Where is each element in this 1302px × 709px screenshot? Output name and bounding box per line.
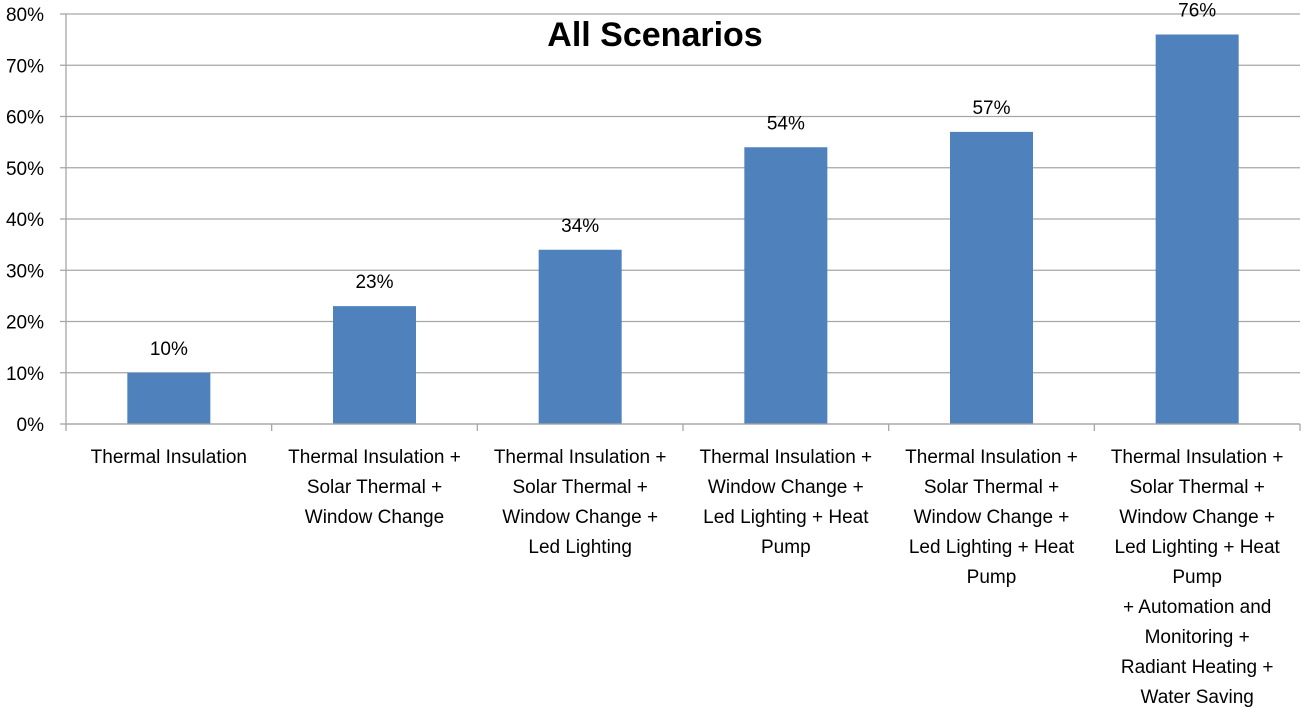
x-category-label: Thermal Insulation + Window Change + Led L… bbox=[699, 447, 872, 558]
data-label: 57% bbox=[972, 98, 1010, 119]
x-axis-category-labels: Thermal Insulation Thermal Insulation + So… bbox=[91, 447, 1284, 708]
x-axis bbox=[65, 423, 1301, 431]
data-label: 10% bbox=[150, 339, 188, 360]
bar bbox=[744, 147, 828, 424]
x-category-label: Thermal Insulation + Solar Thermal + Windo… bbox=[905, 447, 1078, 588]
y-tick-label: 10% bbox=[6, 364, 44, 385]
bar bbox=[127, 372, 211, 424]
bar bbox=[1155, 34, 1239, 424]
bar bbox=[950, 131, 1033, 424]
y-tick-label: 20% bbox=[6, 313, 44, 334]
bar bbox=[333, 306, 416, 424]
x-category-label: Thermal Insulation + Solar Thermal + Windo… bbox=[288, 447, 461, 528]
x-category-label: Thermal Insulation bbox=[91, 447, 247, 468]
y-tick-label: 40% bbox=[6, 210, 44, 231]
y-tick-label: 50% bbox=[6, 159, 44, 180]
data-label: 76% bbox=[1178, 1, 1216, 22]
x-category-label: Thermal Insulation + Solar Thermal + Windo… bbox=[494, 447, 667, 558]
y-axis-tick-labels: 0% 10% 20% 30% 40% 50% 60% 70% 80% bbox=[6, 5, 44, 436]
y-tick-label: 0% bbox=[17, 415, 45, 436]
data-label: 54% bbox=[767, 113, 805, 134]
data-label: 23% bbox=[355, 272, 393, 293]
y-tick-label: 70% bbox=[6, 56, 44, 77]
data-label: 34% bbox=[561, 216, 599, 237]
data-labels: 10% 23% 34% 54% 57% 76% bbox=[150, 1, 1216, 360]
gridlines bbox=[60, 13, 1300, 425]
bar bbox=[538, 249, 622, 424]
y-tick-label: 30% bbox=[6, 261, 44, 282]
y-tick-label: 60% bbox=[6, 108, 44, 129]
x-category-label: Thermal Insulation + Solar Thermal + Windo… bbox=[1111, 447, 1284, 708]
bars bbox=[127, 34, 1239, 424]
y-tick-label: 80% bbox=[6, 5, 44, 26]
chart-title: All Scenarios bbox=[547, 16, 762, 54]
